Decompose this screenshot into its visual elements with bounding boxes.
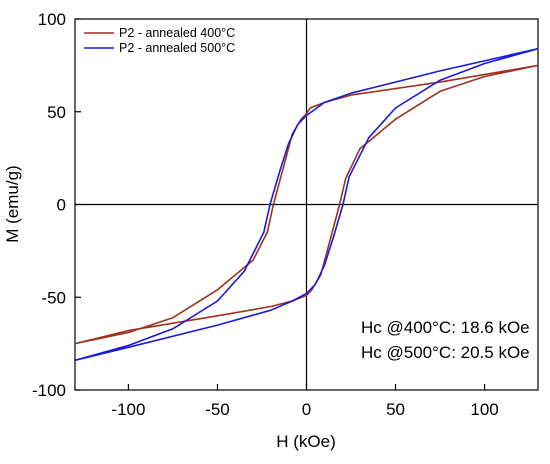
x-tick-label: 50 [386, 400, 405, 419]
coercivity-annotation-500: Hc @500°C: 20.5 kOe [361, 343, 530, 362]
y-tick-label: -50 [41, 288, 66, 307]
legend-label-500: P2 - annealed 500°C [119, 41, 235, 55]
x-tick-label: 100 [470, 400, 498, 419]
legend: P2 - annealed 400°C P2 - annealed 500°C [84, 26, 235, 55]
x-tick-label: 0 [302, 400, 311, 419]
x-tick-label: -50 [205, 400, 230, 419]
coercivity-annotation-400: Hc @400°C: 18.6 kOe [361, 318, 530, 337]
x-tick-label: -100 [111, 400, 145, 419]
y-tick-label: -100 [32, 381, 66, 400]
y-tick-label: 50 [47, 103, 66, 122]
y-tick-label: 0 [57, 196, 66, 215]
y-tick-label: 100 [38, 10, 66, 29]
series-line-0 [74, 64, 539, 345]
series-line-1 [74, 47, 539, 362]
x-axis-title: H (kOe) [276, 432, 336, 451]
legend-label-400: P2 - annealed 400°C [119, 26, 235, 40]
y-axis-title: M (emu/g) [3, 165, 22, 242]
